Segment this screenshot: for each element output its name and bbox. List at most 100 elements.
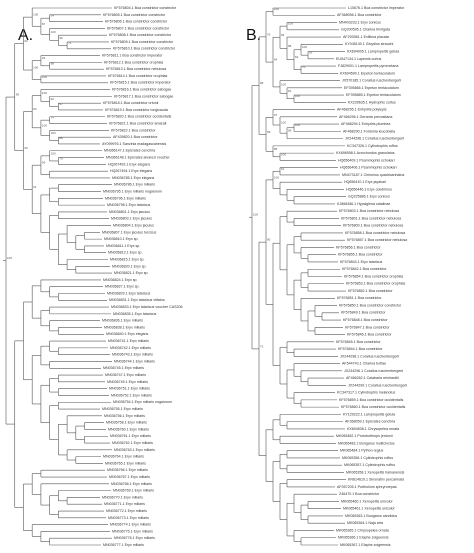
leaf-label: MK065365.1 Chrysopelea ornata — [336, 528, 389, 532]
leaf-label: KF576811.1 Boa constrictor imperator — [102, 54, 163, 58]
leaf-label: KF576845.1 Boa constrictor — [336, 340, 381, 344]
leaf-label: Z46470.1 Boa constrictor — [339, 492, 380, 496]
leaf-label: KF576810.1 Boa constrictor constrictor — [113, 47, 176, 51]
leaf-label: KF576860.1 Boa constrictor occidentalis — [341, 405, 406, 409]
support-value: 71 — [68, 41, 72, 45]
support-value: 100 — [281, 82, 286, 86]
leaf-label: MN036751.1 Eryx miliaris — [109, 387, 150, 391]
leaf-label: MN036836.1 Eryx miliaris — [102, 319, 143, 323]
leaf-label: KJ868456.1 Hypsiglena catalinae — [337, 202, 390, 206]
support-value: 98 — [51, 61, 55, 65]
leaf-label: MN036752.1 Eryx miliaris — [111, 393, 152, 397]
support-value: 85 — [274, 147, 278, 151]
leaf-label: MN036761.1 Eryx miliaris — [110, 434, 151, 438]
leaf-label: MN036763.1 Eryx miliaris — [114, 448, 155, 452]
leaf-label: HQ656406.1 Psammophis schokari — [340, 166, 397, 170]
leaf-label: MK065363.1 Bungarus candidus — [345, 514, 397, 518]
leaf-label: GQ200595.1 Charina trivirgata — [341, 28, 390, 32]
leaf-label: MK065460.1 Xenopeltis unicolor — [341, 499, 394, 503]
leaf-label: KF576821.1 Boa constrictor amarali — [109, 122, 167, 126]
leaf-label: MN036803.1 Eryx jaculus — [111, 217, 152, 221]
leaf-label: KF576801.1 Boa constrictor nebulosa — [341, 216, 401, 220]
support-value: 79 — [59, 156, 63, 160]
leaf-label: MN036820.1 Eryx sp. — [112, 264, 147, 268]
leaf-label: GQ225886.1 Eryx conicus — [348, 195, 390, 199]
leaf-label: KX694590.1 Erpeton tentaculatum — [340, 71, 395, 75]
support-value: 93 — [309, 51, 313, 55]
leaf-label: KF576818.1 Boa constrictor ortonii — [103, 101, 159, 105]
leaf-label: KF576855.1 Boa constrictor — [338, 253, 383, 257]
leaf-label: EU547134.1 Lapemis curtus — [336, 57, 382, 61]
leaf-label: JX570185.1 Corallus ruschenbergerii — [342, 79, 401, 83]
support-value: 59 — [267, 130, 271, 134]
leaf-label: KF576859.1 Boa constrictor occidentalis — [339, 398, 404, 402]
support-value: 100 — [33, 13, 38, 17]
support-value: 61 — [33, 185, 37, 189]
leaf-label: KF576816.1 Boa constrictor sabogae — [112, 88, 171, 92]
leaf-label: MN366147.1 Epicrates cenchria — [104, 149, 155, 153]
leaf-label: MN036773.1 Eryx miliaris — [108, 516, 149, 520]
leaf-label: JX244299.1 Corallus ruschenbergerii — [348, 383, 407, 387]
support-value: 100 — [42, 91, 47, 95]
leaf-label: KC347317.1 Cylindrophis melanotus — [337, 391, 396, 395]
leaf-label: KF576857.1 Boa constrictor nebulosa — [347, 238, 407, 242]
support-value: 90 — [267, 238, 271, 242]
panel-label: A. — [18, 27, 33, 44]
leaf-label: MN036777.1 Eryx miliaris — [103, 543, 144, 547]
leaf-label: KF576849.1 Boa constrictor — [341, 311, 386, 315]
leaf-label: KF576804.1 Boa constrictor constrictor — [114, 6, 177, 10]
leaf-label: MN036810.1 Eryx sp. — [104, 237, 139, 241]
leaf-label: MK065483.1 Bungarus multicinctus — [338, 441, 395, 445]
leaf-label: HQ267494.1 Eryx elegans — [110, 169, 152, 173]
leaf-label: KF576809.1 Boa constrictor constrictor — [111, 40, 174, 44]
leaf-label: HQ656410.1 Eryx jayakari — [344, 180, 386, 184]
support-value: 100 — [33, 66, 38, 70]
leaf-label: MN036742.1 Eryx miliaris — [110, 346, 151, 350]
support-value: 81 — [288, 89, 292, 93]
leaf-label: MN036764.1 Eryx miliaris — [103, 455, 144, 459]
leaf-label: MN036796.1 Eryx miliaris — [105, 196, 146, 200]
leaf-label: KF576851.1 Boa constrictor — [337, 296, 382, 300]
leaf-label: KY129222.1 Lampropeltis getula — [343, 412, 395, 416]
leaf-label: KF576854.1 Boa constrictor orophias — [344, 274, 404, 278]
support-value: 88 — [288, 44, 292, 48]
leaf-label: KF576848.1 Boa constrictor — [343, 318, 388, 322]
leaf-label: KF576819.1 Boa constrictor longicauda — [105, 108, 168, 112]
leaf-label: KF576800.1 Boa constrictor nebulosa — [343, 224, 403, 228]
leaf-label: MN036833.1 Eryx tataricus voucher CAS206 — [111, 305, 183, 309]
leaf-label: MN036770.1 Eryx miliaris — [102, 495, 143, 499]
leaf-label: KF576803.1 Boa constrictor nebulosa — [339, 209, 399, 213]
leaf-label: MN036829.1 Eryx tataricus — [107, 291, 151, 295]
leaf-label: MN036801.1 Eryx jaculus — [109, 210, 150, 214]
support-value: 100 — [281, 152, 286, 156]
leaf-label: KF576807.1 Boa constrictor constrictor — [107, 26, 170, 30]
leaf-label: AF057205.1 Portholium sphryrorepas — [337, 485, 397, 489]
leaf-label: MN036744.1 Eryx miliaris — [114, 359, 155, 363]
leaf-label: MK065358.1 Xenopeltis hainanensis — [346, 470, 405, 474]
leaf-label: MN036812.1 Eryx sp. — [108, 251, 143, 255]
support-value: 61 — [281, 167, 285, 171]
leaf-label: KF576846.1 Boa constrictor — [347, 333, 392, 337]
leaf-label: MN036743.1 Eryx miliaris — [112, 353, 153, 357]
leaf-label: KC347326.1 Cylindrophis ruffus — [347, 144, 398, 148]
support-value: 68 — [288, 129, 292, 133]
support-value: 88 — [59, 136, 63, 140]
leaf-label: HQ656409.1 Psammophis schokari — [338, 158, 395, 162]
support-value: 100 — [253, 213, 258, 217]
support-value: 99 — [281, 33, 285, 37]
leaf-label: KF576822.1 Boa constrictor — [111, 128, 156, 132]
leaf-label: KF576814.1 Boa constrictor orophias — [108, 74, 168, 78]
leaf-label: KF576844.1 Boa constrictor — [338, 347, 383, 351]
leaf-label: AF368059.1 Epicrates cenchria — [345, 420, 395, 424]
leaf-label: KF576852.1 Boa constrictor — [348, 289, 393, 293]
leaf-label: MN036835.1 Eryx tataricus — [113, 312, 157, 316]
leaf-label: MN036811.1 Eryx sp. — [106, 244, 140, 248]
support-value: 57 — [59, 102, 63, 106]
leaf-label: KX239635.1 Hydrophis curtus — [348, 100, 396, 104]
leaf-label: MN036766.1 Eryx miliaris — [107, 468, 148, 472]
leaf-label: MK065357.1 Cylindrophis ruffus — [344, 463, 395, 467]
leaf-label: AY099976.1 Sanzinia madagascariensis — [102, 142, 166, 146]
leaf-label: MN036798.1 Eryx tataricus — [107, 203, 151, 207]
leaf-label: L10676.1 Boa constrictor imperator — [348, 6, 405, 10]
